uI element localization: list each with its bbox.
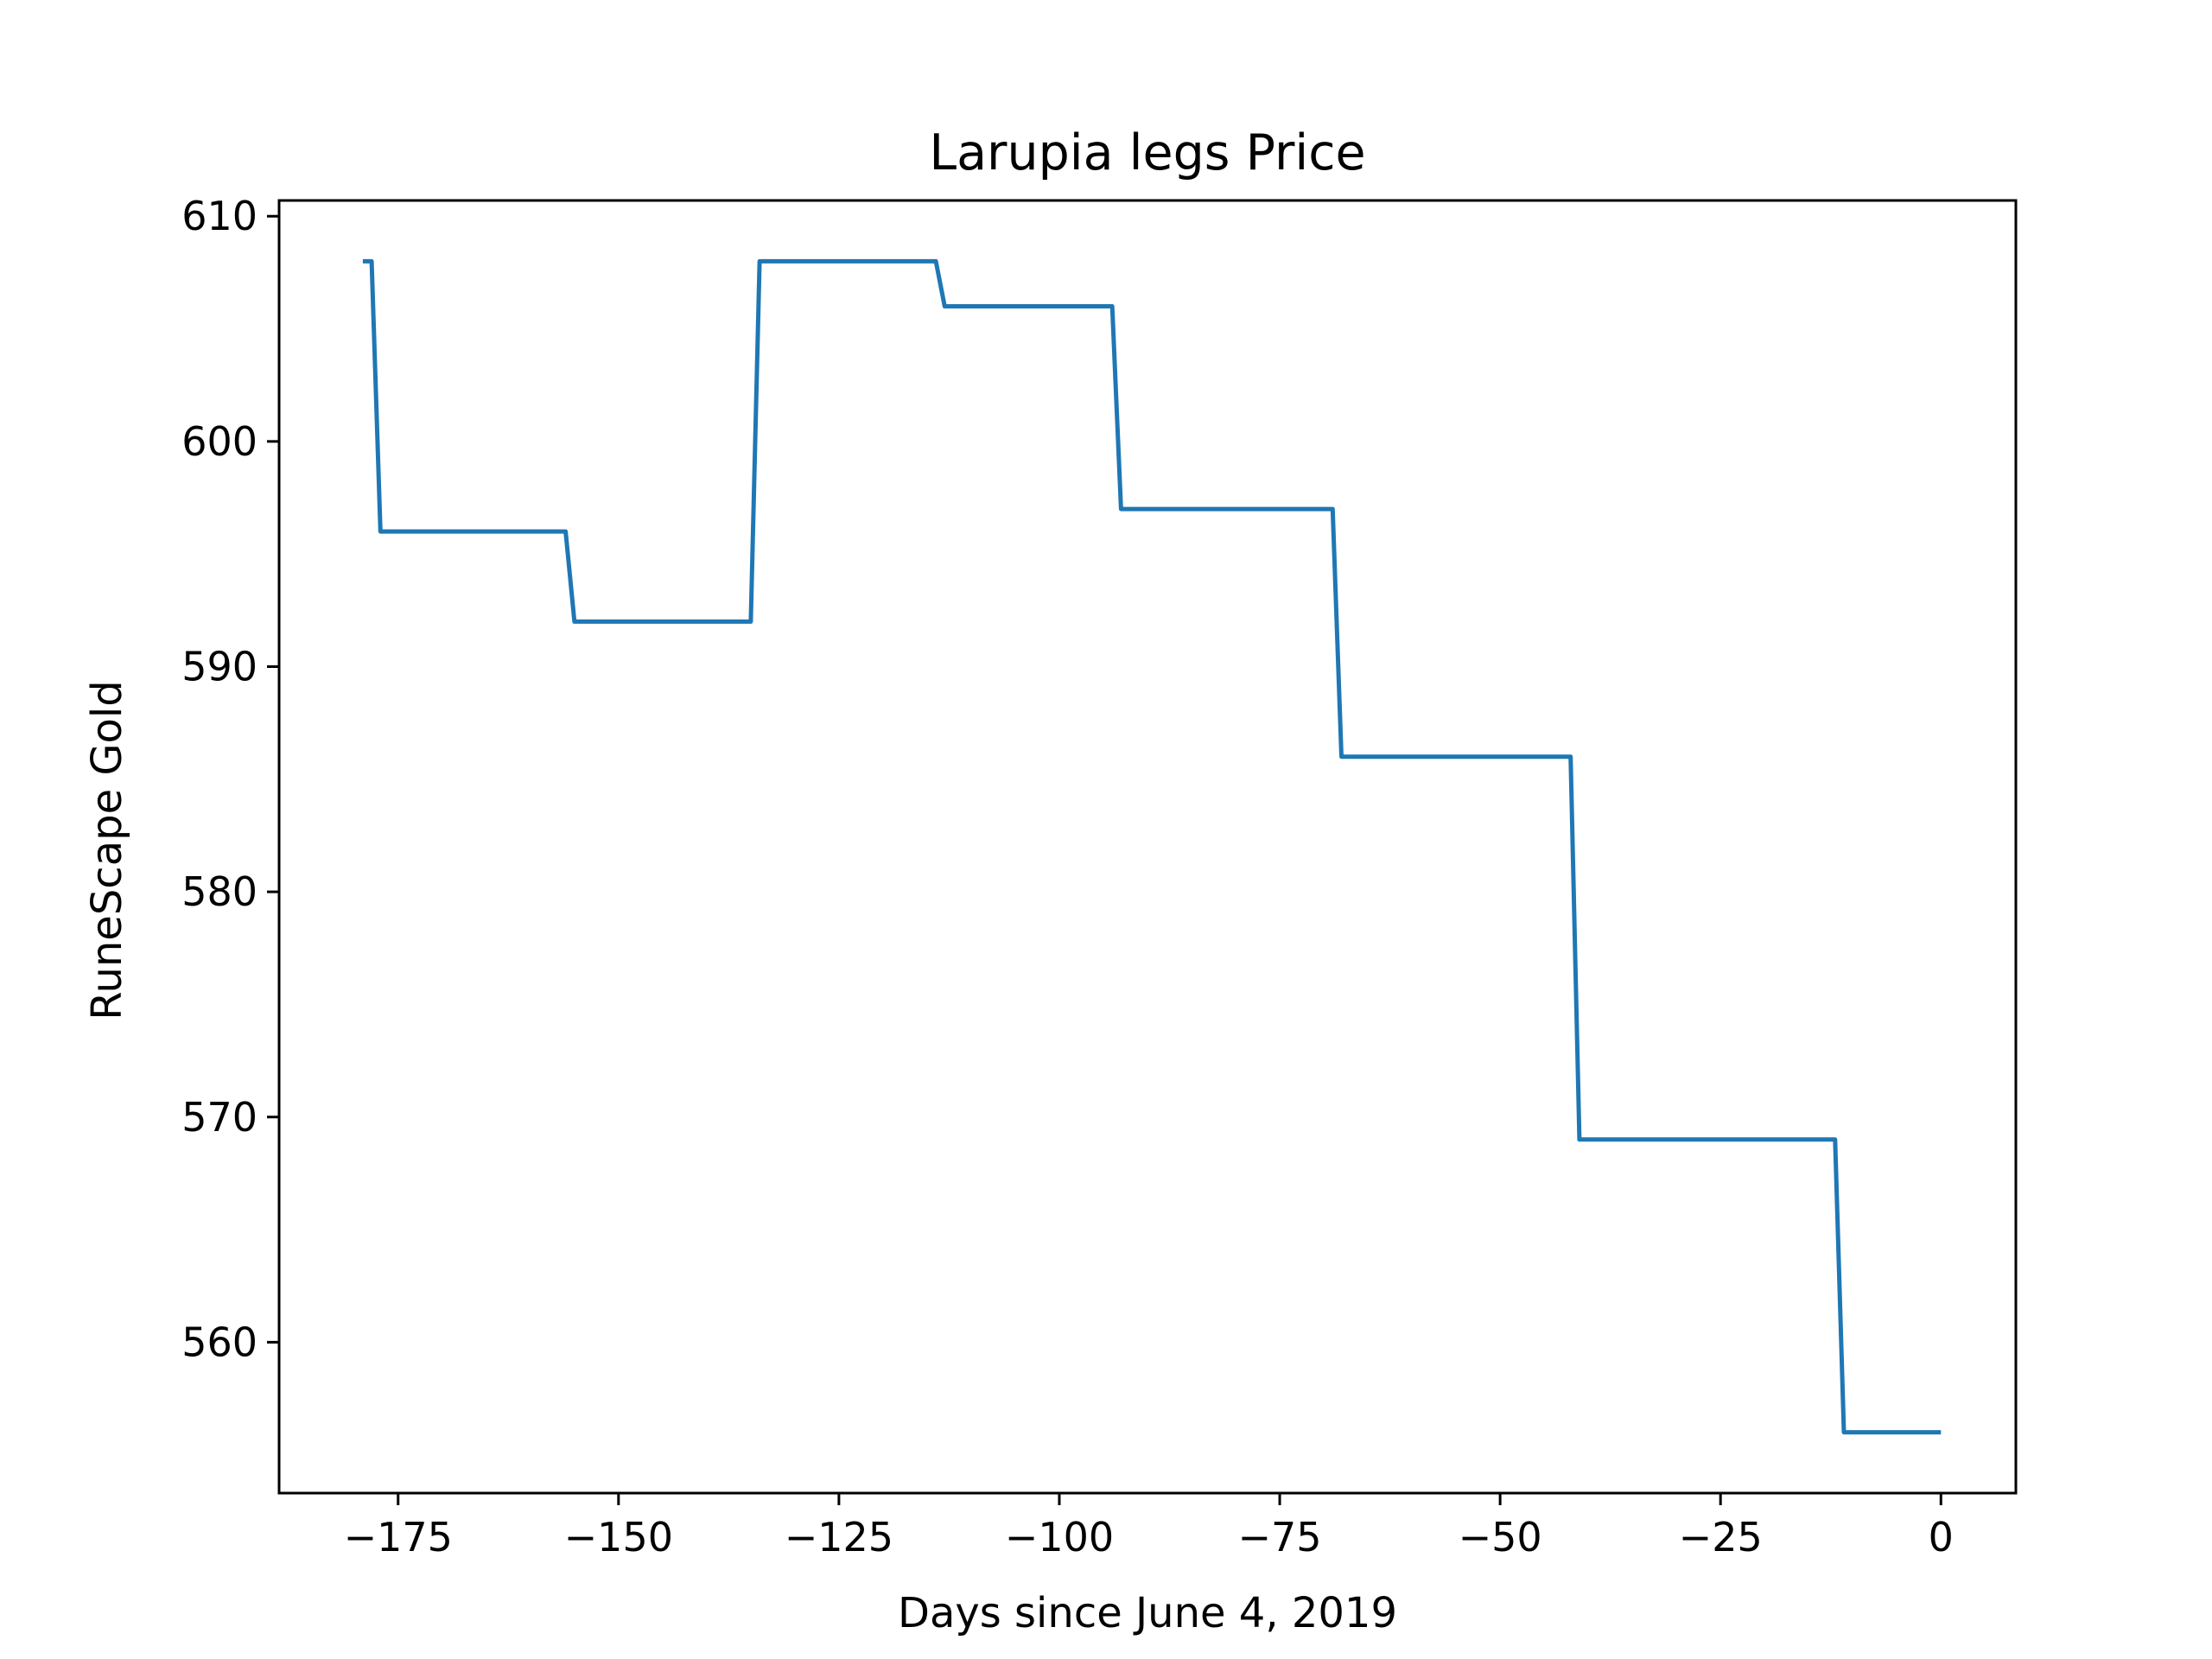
x-tick-label: −75 (1238, 1514, 1322, 1560)
y-tick-label: 590 (181, 643, 257, 690)
y-axis: 560 570 580 590 600 610 (181, 193, 279, 1365)
y-tick-label: 570 (181, 1094, 257, 1141)
chart-title: Larupia legs Price (929, 124, 1365, 181)
x-tick-label: −175 (344, 1514, 453, 1560)
plot-area (362, 258, 1942, 1435)
price-series-line (362, 258, 1942, 1435)
x-tick-label: 0 (1929, 1514, 1954, 1560)
x-tick-label: −150 (564, 1514, 673, 1560)
x-axis: −175 −150 −125 −100 −75 −50 −25 0 (344, 1493, 1954, 1560)
y-tick-label: 610 (181, 193, 257, 239)
y-tick-label: 560 (181, 1319, 257, 1365)
x-tick-label: −100 (1005, 1514, 1114, 1560)
y-tick-label: 600 (181, 418, 257, 465)
axes-frame (277, 199, 2018, 1495)
y-axis-label: RuneScape Gold (83, 680, 131, 1020)
y-tick-label: 580 (181, 868, 257, 915)
x-axis-label: Days since June 4, 2019 (898, 1589, 1397, 1637)
x-tick-label: −125 (785, 1514, 893, 1560)
x-tick-label: −50 (1459, 1514, 1542, 1560)
x-tick-label: −25 (1679, 1514, 1763, 1560)
